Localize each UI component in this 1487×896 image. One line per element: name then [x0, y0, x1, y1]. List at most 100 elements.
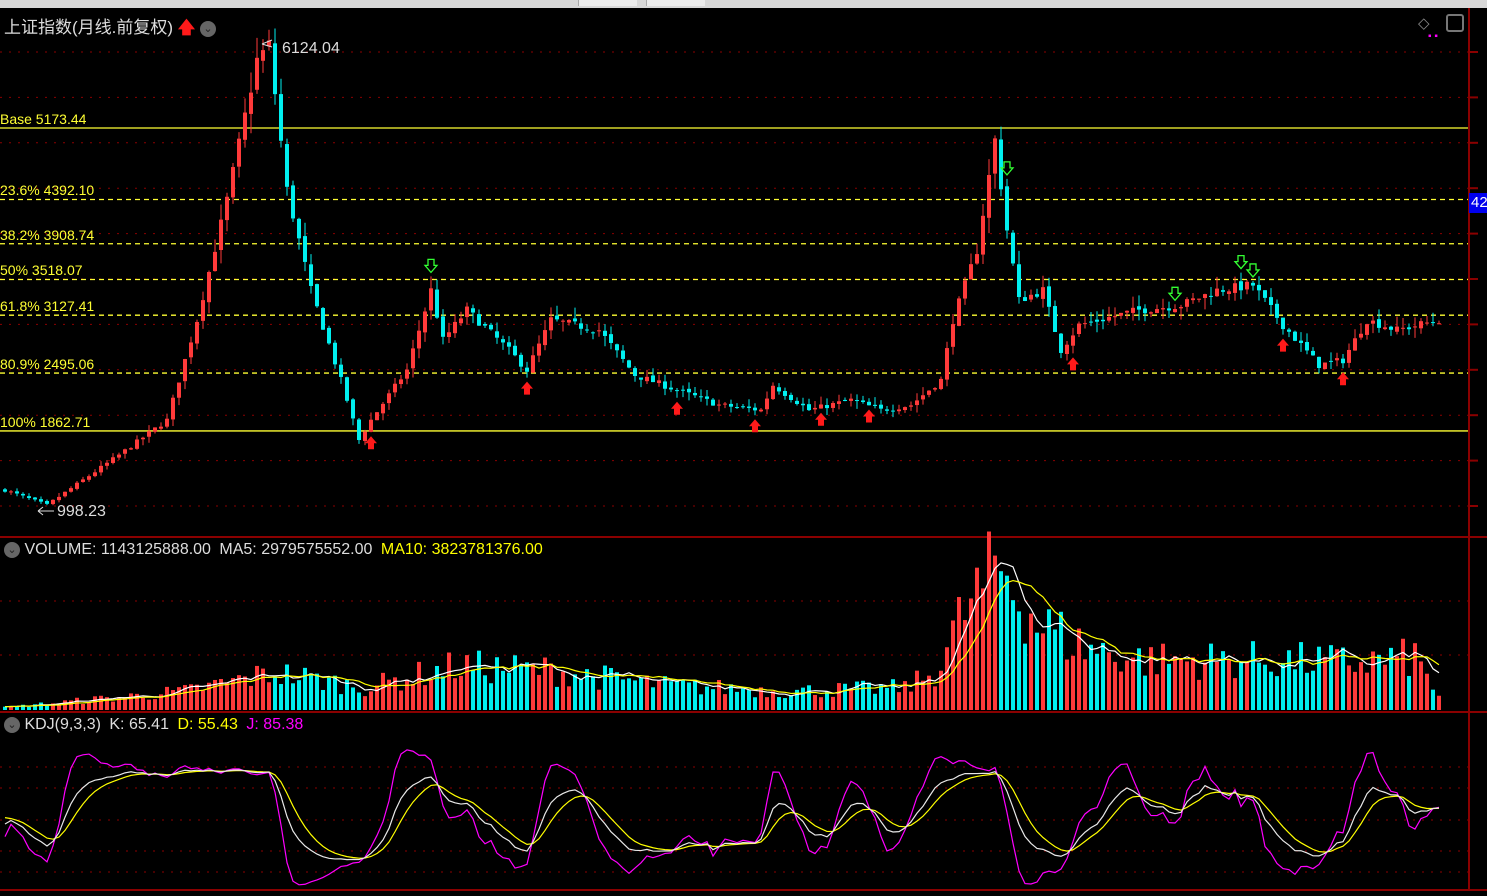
candle-body: [231, 167, 235, 198]
chevron-down-circle-icon[interactable]: ⌄: [200, 20, 216, 37]
volume-bar: [1125, 660, 1129, 710]
volume-bar: [981, 588, 985, 710]
candle-body: [123, 449, 127, 454]
candle-body: [447, 332, 451, 338]
buy-signal-arrow: [1337, 372, 1349, 386]
volume-bar: [1143, 675, 1147, 710]
volume-bar: [765, 697, 769, 710]
red-up-arrow-icon: 🡅: [177, 18, 196, 37]
volume-bar: [1233, 678, 1237, 710]
buy-signal-arrow: [671, 401, 683, 415]
candle-body: [1005, 186, 1009, 231]
candle-body: [495, 331, 499, 338]
volume-bar: [261, 668, 265, 710]
candle-body: [1413, 326, 1417, 328]
volume-bar: [45, 705, 49, 710]
candle-body: [333, 342, 337, 365]
candle-body: [735, 407, 739, 409]
candle-body: [825, 405, 829, 409]
volume-bar: [609, 668, 613, 710]
candle-body: [15, 491, 19, 494]
chevron-down-circle-icon[interactable]: ⌄: [4, 716, 20, 733]
fib-level-label: 100% 1862.71: [0, 413, 91, 430]
candle-body: [873, 404, 877, 406]
candle-body: [1077, 323, 1081, 335]
volume-ma10: MA10: 3823781376.00: [380, 541, 543, 558]
volume-bar: [81, 703, 85, 710]
toolbar-tab[interactable]: [578, 0, 637, 6]
volume-bar: [339, 694, 343, 710]
fib-level-label: 23.6% 4392.10: [0, 182, 95, 199]
candle-body: [669, 387, 673, 390]
volume-bar: [573, 674, 577, 710]
volume-bar: [561, 671, 565, 710]
buy-signal-arrow: [1277, 338, 1289, 352]
volume-bar: [909, 691, 913, 710]
candle-body: [1233, 283, 1237, 293]
candle-body: [1137, 306, 1141, 310]
volume-bar: [1017, 611, 1021, 710]
volume-bar: [57, 703, 61, 710]
candle-body: [1407, 327, 1411, 330]
candle-body: [1335, 358, 1339, 361]
candle-body: [987, 175, 991, 218]
volume-bar: [921, 680, 925, 710]
volume-ma5-line: [4, 562, 1440, 708]
candle-body: [579, 323, 583, 329]
volume-bar: [1029, 613, 1033, 710]
candle-body: [111, 457, 115, 463]
chevron-down-circle-icon[interactable]: ⌄: [4, 541, 20, 558]
volume-bar: [309, 673, 313, 710]
candle-body: [945, 348, 949, 380]
volume-bar: [315, 673, 319, 710]
volume-bar: [1179, 658, 1183, 710]
volume-bar: [1209, 643, 1213, 710]
volume-bar: [195, 684, 199, 710]
candle-body: [1059, 333, 1063, 353]
candle-body: [255, 57, 259, 90]
volume-bar: [885, 687, 889, 710]
candle-body: [471, 308, 475, 313]
volume-bar: [669, 681, 673, 710]
candle-body: [1269, 297, 1273, 306]
volume-bar: [105, 697, 109, 710]
volume-bar: [723, 694, 727, 710]
volume-bar: [1431, 689, 1435, 710]
candle-body: [603, 330, 607, 336]
low-marker: [37, 506, 54, 516]
volume-bar: [243, 676, 247, 710]
candle-body: [1143, 308, 1147, 314]
candle-body: [561, 320, 565, 322]
volume-bar: [1119, 671, 1123, 710]
panel-toggle-icon[interactable]: [1446, 14, 1464, 32]
volume-bar: [1395, 656, 1399, 710]
volume-bar: [3, 706, 7, 710]
diamond-icon[interactable]: ◇: [1418, 15, 1430, 32]
candle-body: [177, 382, 181, 398]
candle-body: [1047, 286, 1051, 307]
volume-bar: [489, 683, 493, 710]
candle-body: [141, 437, 145, 440]
volume-bar: [303, 667, 307, 710]
volume-bar: [327, 677, 331, 710]
candle-body: [267, 40, 271, 47]
volume-bar: [537, 674, 541, 710]
candle-body: [183, 359, 187, 382]
candle-body: [789, 394, 793, 401]
candle-body: [393, 383, 397, 393]
candle-body: [909, 405, 913, 407]
candle-body: [963, 280, 967, 299]
sell-signal-arrow: [423, 258, 439, 274]
volume-bar: [1065, 659, 1069, 710]
volume-bar: [987, 531, 991, 710]
candle-body: [993, 138, 997, 174]
volume-bar: [825, 691, 829, 710]
toolbar-tab[interactable]: [646, 0, 705, 6]
candle-body: [249, 92, 253, 114]
candle-body: [435, 289, 439, 318]
volume-bar: [801, 687, 805, 710]
volume-bar: [675, 680, 679, 710]
volume-bar: [927, 675, 931, 710]
volume-bar: [435, 665, 439, 710]
